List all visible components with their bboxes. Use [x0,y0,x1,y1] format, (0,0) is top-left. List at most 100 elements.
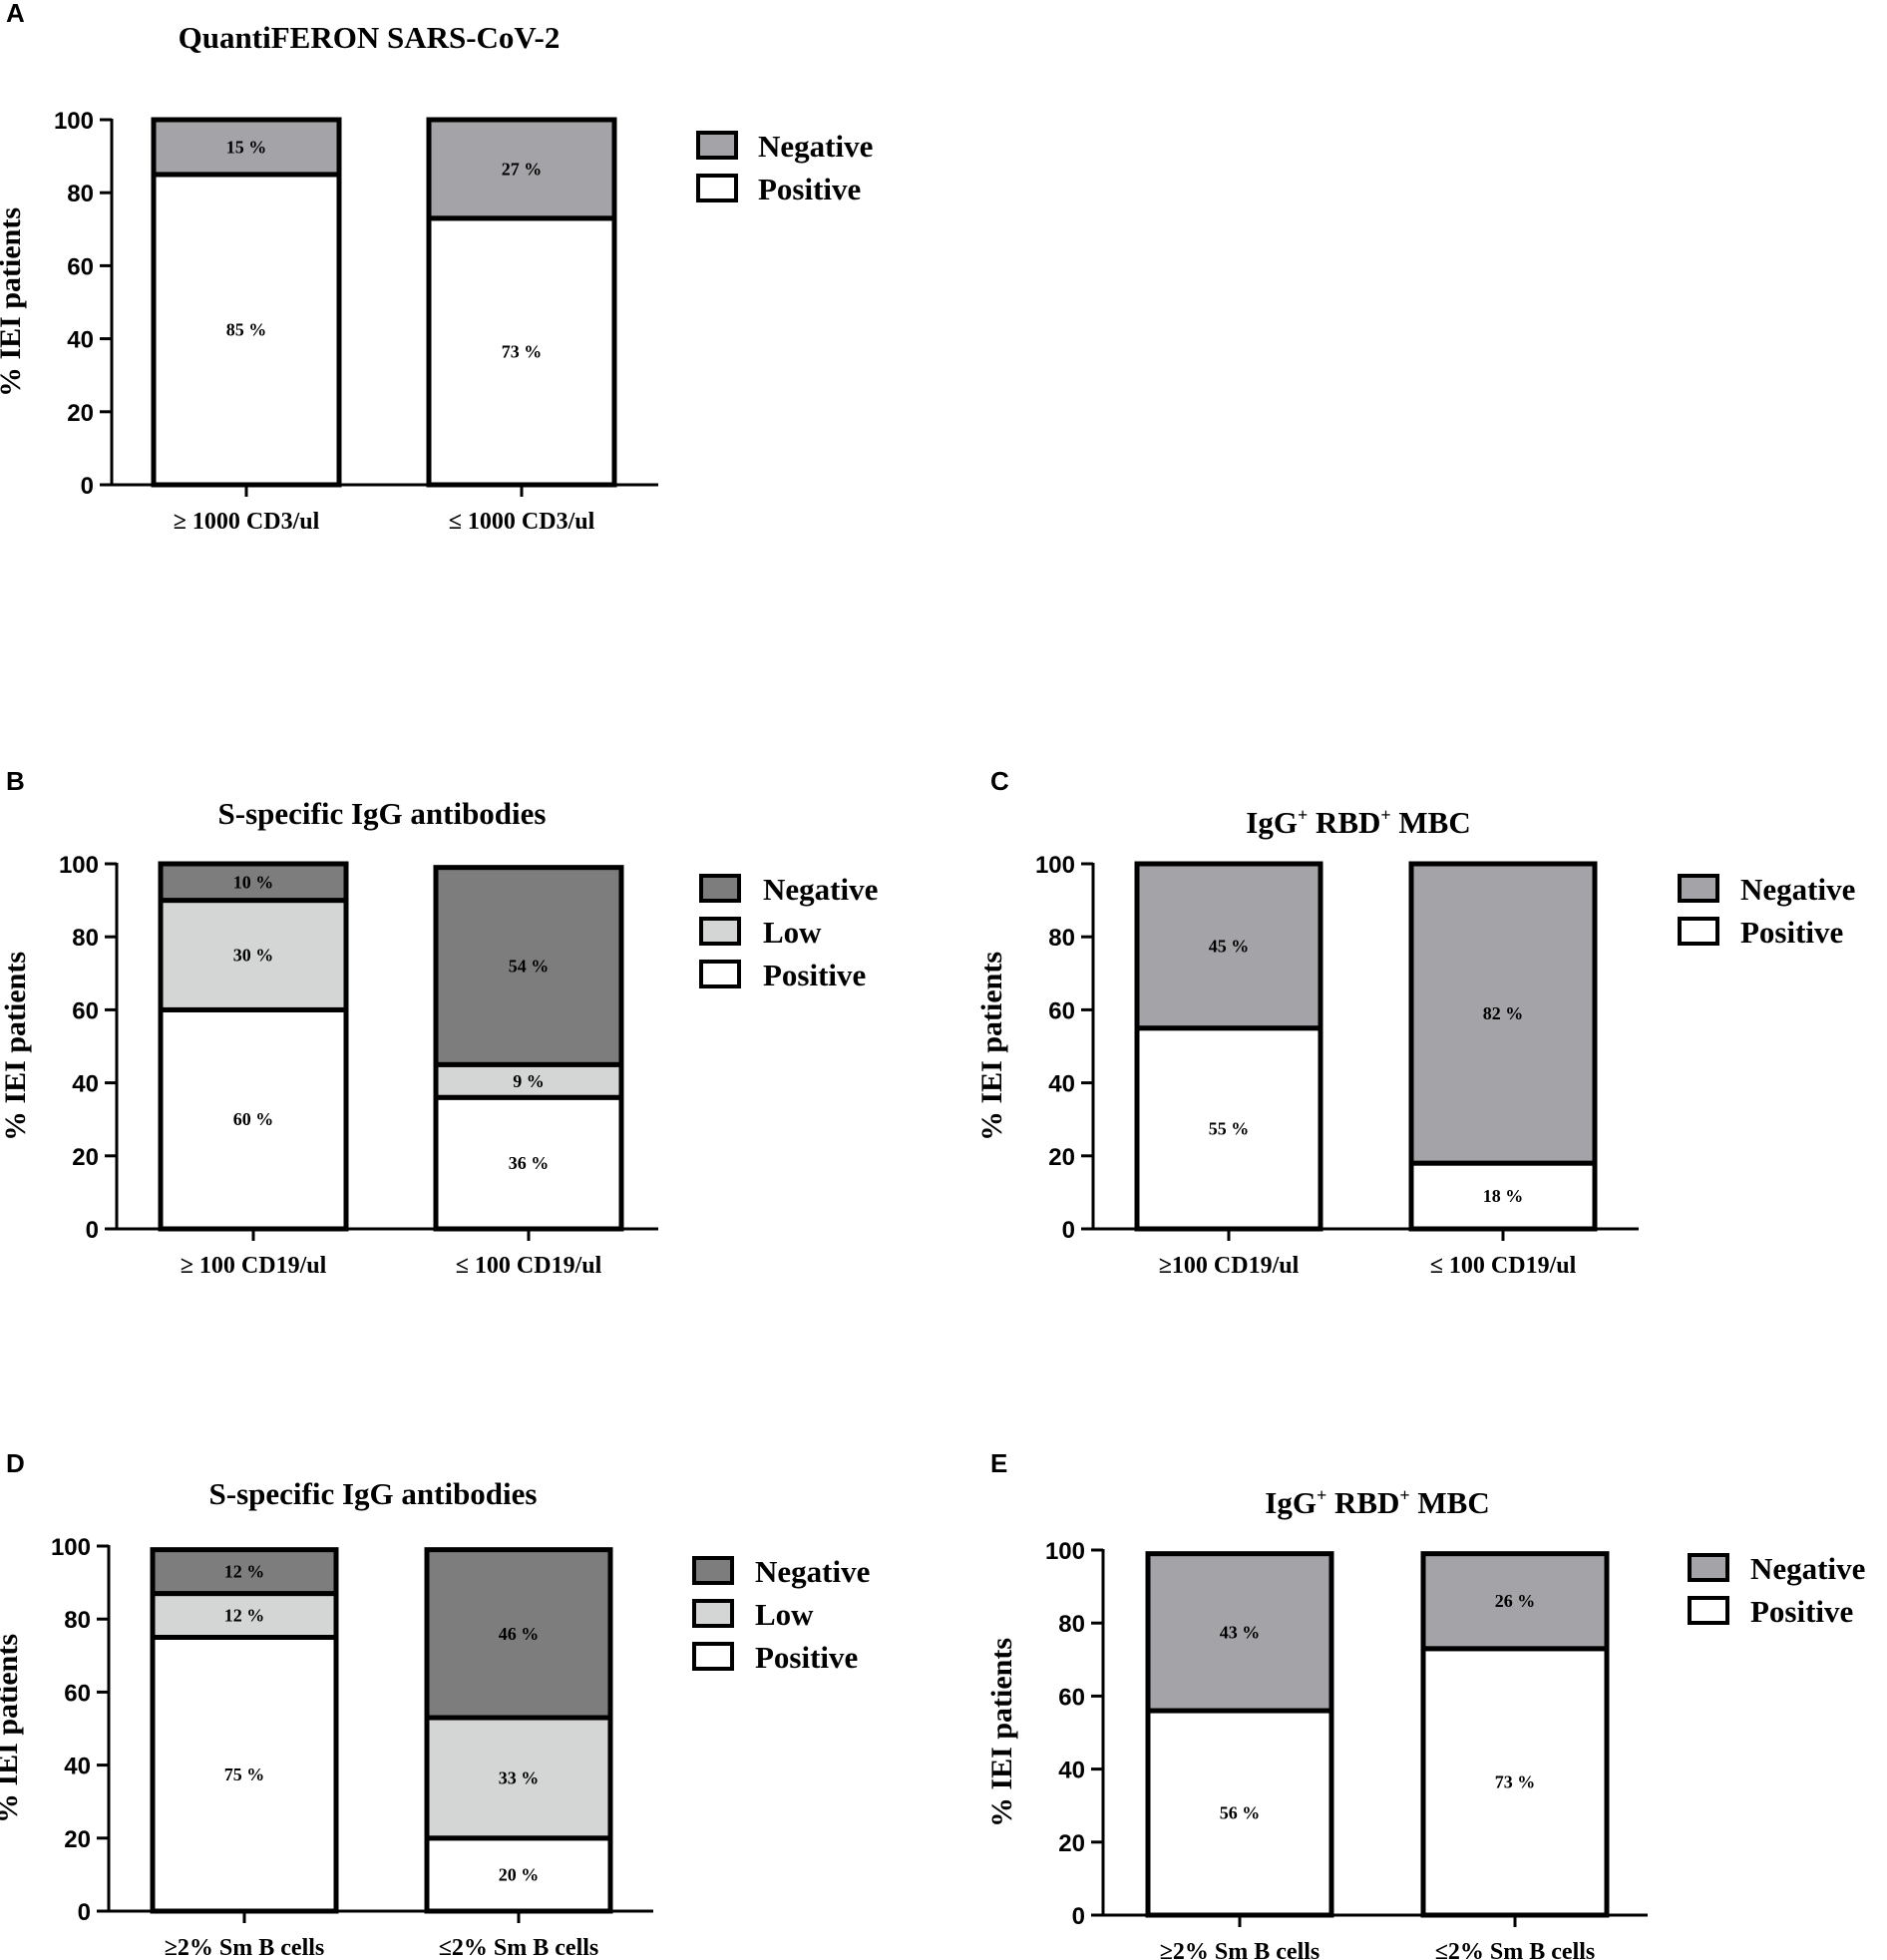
x-category-label: ≤ 1000 CD3/ul [449,509,595,535]
bar-segment-positive [1134,1025,1323,1232]
data-label: 20 % [499,1864,540,1884]
chart-title: S-specific IgG antibodies [209,1476,538,1511]
panel-letter: B [6,766,25,796]
bar-segment-positive [158,1006,349,1232]
x-category-label: ≤2% Sm B cells [1435,1939,1596,1960]
y-tick-label: 20 [64,1826,91,1853]
x-category-label: ≤2% Sm B cells [439,1935,599,1960]
legend-label-positive: Positive [758,172,861,206]
title-segment: RBD [1308,805,1380,840]
y-axis-label: % IEI patients [0,952,32,1141]
bar-segment-negative [1408,861,1598,1166]
y-tick-label: 40 [67,327,94,354]
legend-swatch-positive [692,1642,734,1671]
data-label: 85 % [226,319,267,339]
legend-swatch-negative [1688,1553,1729,1582]
y-tick-label: 100 [51,1534,91,1561]
data-label: 30 % [233,946,274,966]
y-axis-label: % IEI patients [0,1634,24,1823]
data-label: 45 % [1209,936,1250,956]
bar-segment-negative [426,117,617,221]
y-tick-label: 20 [67,400,94,427]
bar-segment-positive [1408,1160,1598,1232]
title-superscript: + [1380,805,1390,825]
data-label: 12 % [224,1606,265,1626]
data-label: 26 % [1495,1591,1536,1611]
legend-swatch-positive [699,960,741,988]
legend-label-negative: Negative [763,872,878,907]
chart-title: IgG+ RBD+ MBC [1265,1485,1490,1520]
y-tick-label: 100 [54,108,94,135]
panel-letter: A [6,0,25,28]
chart-panel-a: A QuantiFERON SARS-CoV-2 % IEI patients 0 20… [0,0,873,535]
legend-label-negative: Negative [1750,1551,1865,1586]
title-segment: MBC [1410,1485,1490,1520]
data-label: 27 % [502,159,543,179]
panel-letter: D [6,1448,25,1478]
y-tick-label: 40 [72,1071,99,1098]
bar-segment-low [424,1715,613,1841]
data-label: 55 % [1209,1118,1250,1138]
legend-label-positive: Positive [1750,1594,1853,1629]
bar-segment-low [158,898,349,1012]
y-tick-label: 100 [59,852,99,879]
x-category-label: ≤ 100 CD19/ul [1430,1253,1577,1279]
data-label: 75 % [224,1764,265,1784]
y-tick-label: 0 [86,1217,99,1244]
x-category-label: ≤ 100 CD19/ul [456,1253,602,1279]
chart-title: IgG+ RBD+ MBC [1246,805,1471,840]
y-tick-label: 20 [1058,1830,1085,1857]
y-tick-label: 40 [1058,1758,1085,1784]
chart-title: S-specific IgG antibodies [218,796,547,831]
bar-segment-negative [158,861,349,904]
title-segment: IgG [1265,1485,1317,1520]
y-tick-label: 40 [1048,1071,1075,1098]
legend-label-positive: Positive [763,958,866,992]
y-tick-label: 60 [1058,1684,1085,1711]
y-tick-label: 0 [1062,1217,1075,1244]
legend-swatch-positive [1678,917,1719,946]
y-axis-label: % IEI patients [0,207,27,397]
chart-title: QuantiFERON SARS-CoV-2 [179,20,561,55]
chart-panel-b: B S-specific IgG antibodies % IEI patients… [0,766,878,1279]
bar-segment-positive [424,1835,613,1914]
legend-swatch-low [699,917,741,946]
y-axis-label: % IEI patients [985,1638,1018,1827]
data-label: 36 % [509,1153,550,1173]
x-category-label: ≥100 CD19/ul [1159,1253,1300,1279]
x-category-label: ≥2% Sm B cells [1160,1939,1321,1960]
bar-segment-negative [150,1547,339,1597]
legend-swatch-negative [699,874,741,903]
bar-segment-negative [424,1547,613,1721]
bar-segment-negative [1145,1551,1334,1714]
y-tick-label: 100 [1035,852,1075,879]
data-label: 10 % [233,872,274,892]
y-tick-label: 20 [72,1144,99,1171]
legend-label-positive: Positive [755,1640,858,1675]
x-category-label: ≥ 1000 CD3/ul [174,509,320,535]
legend-label-low: Low [763,915,822,950]
y-tick-label: 20 [1048,1144,1075,1171]
data-label: 9 % [513,1071,545,1091]
data-label: 60 % [233,1109,274,1129]
y-tick-label: 80 [72,925,99,952]
data-label: 18 % [1483,1186,1524,1206]
title-segment: IgG [1246,805,1298,840]
data-label: 43 % [1220,1622,1261,1642]
data-label: 73 % [1495,1771,1536,1791]
y-axis-label: % IEI patients [975,952,1008,1141]
y-tick-label: 100 [1045,1538,1085,1565]
x-category-label: ≥2% Sm B cells [165,1935,325,1960]
bar-segment-low [150,1591,339,1640]
legend-swatch-negative [1678,874,1719,903]
bar-segment-positive [151,172,342,488]
data-label: 15 % [226,137,267,157]
y-tick-label: 60 [64,1680,91,1707]
y-tick-label: 60 [67,253,94,280]
data-label: 82 % [1483,1003,1524,1023]
legend-swatch-low [692,1599,734,1628]
title-segment: MBC [1391,805,1471,840]
legend-label-positive: Positive [1740,915,1843,950]
